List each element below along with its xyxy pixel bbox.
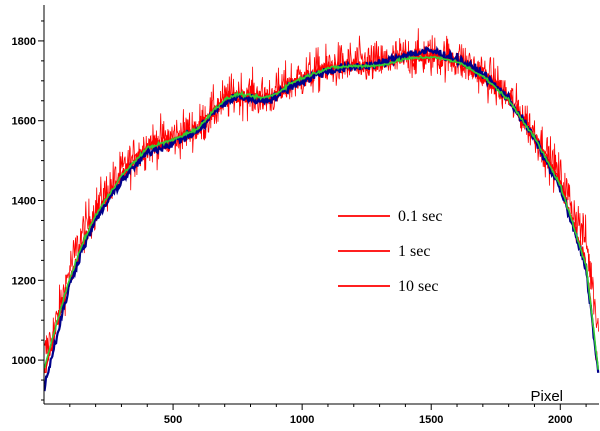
x-tick-label: 2000 bbox=[548, 414, 572, 426]
y-tick-label: 1800 bbox=[12, 36, 36, 48]
legend: 0.1 sec 1 sec 10 sec bbox=[338, 208, 442, 295]
y-ticks: 1000 1200 1400 1600 1800 bbox=[12, 20, 44, 401]
x-tick-label: 500 bbox=[164, 414, 182, 426]
legend-label: 10 sec bbox=[398, 278, 438, 295]
legend-label: 1 sec bbox=[398, 243, 430, 260]
legend-label: 0.1 sec bbox=[398, 208, 442, 225]
y-tick-label: 1600 bbox=[12, 116, 36, 128]
x-ticks: 500 1000 1500 2000 bbox=[69, 404, 587, 426]
y-tick-label: 1000 bbox=[12, 355, 36, 367]
x-tick-label: 1000 bbox=[290, 414, 314, 426]
y-tick-label: 1400 bbox=[12, 196, 36, 208]
axes bbox=[43, 5, 599, 405]
plot-area bbox=[43, 28, 600, 392]
x-tick-label: 1500 bbox=[419, 414, 443, 426]
x-axis-title: Pixel bbox=[530, 388, 563, 405]
y-tick-label: 1200 bbox=[12, 275, 36, 287]
overlay-curve-2 bbox=[43, 54, 599, 370]
